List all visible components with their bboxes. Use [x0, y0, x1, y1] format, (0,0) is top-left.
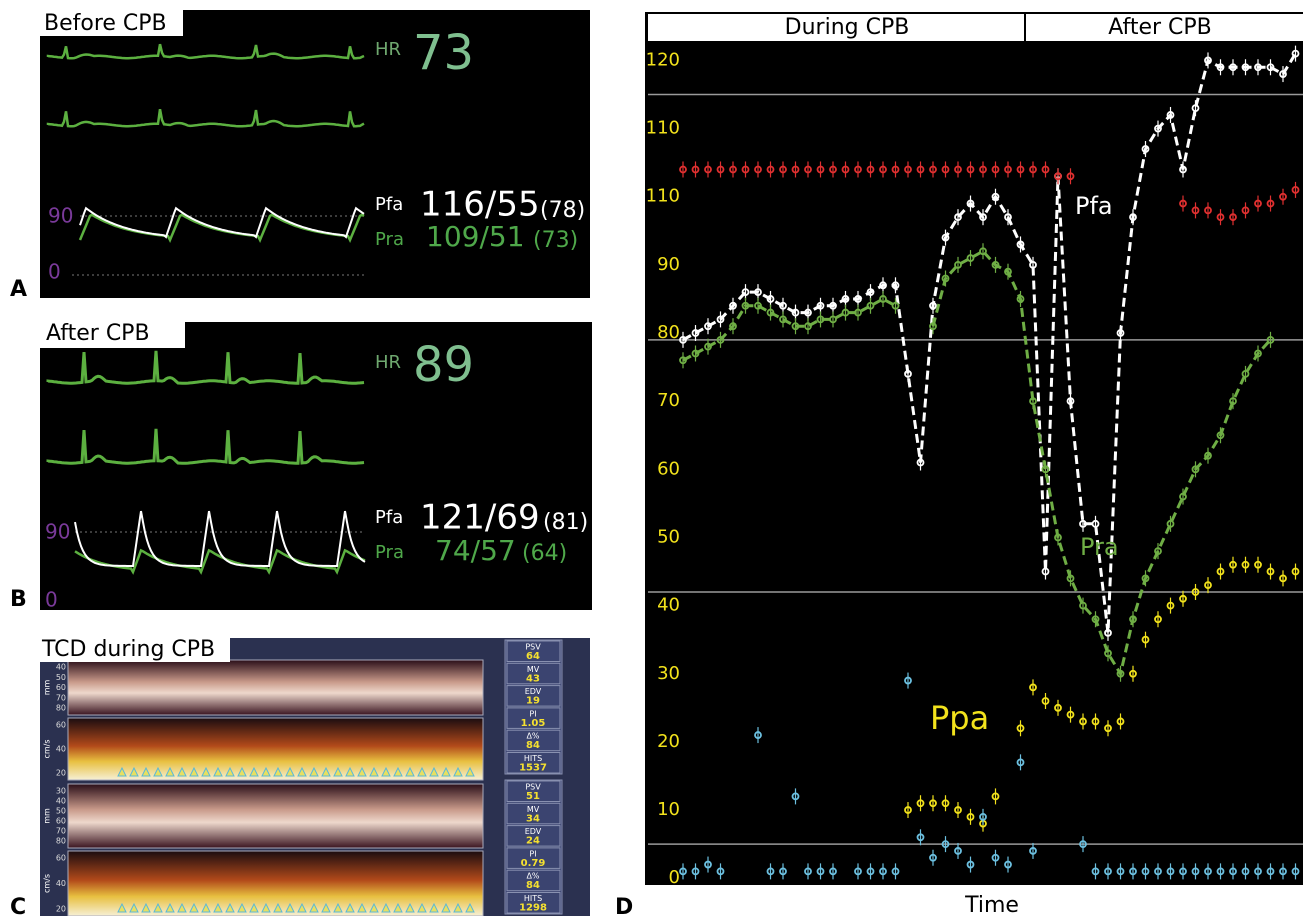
series-label: Pfa — [1075, 192, 1113, 220]
strip-tick-label: 20 — [56, 769, 66, 778]
y-tick-label: 90 — [657, 254, 680, 275]
strip-tick-label: 20 — [56, 905, 66, 914]
stats-value: 1.05 — [521, 718, 546, 729]
strip-tick-label: 40 — [56, 879, 66, 888]
y-tick-label: 80 — [657, 322, 680, 343]
stats-value: 84 — [526, 740, 540, 751]
strip-tick-label: 60 — [56, 854, 66, 863]
pra-label: Pra — [375, 542, 404, 563]
stats-value: 64 — [526, 651, 540, 662]
scale-top: 90 — [45, 520, 70, 544]
stats-value: 0.79 — [521, 858, 546, 869]
page: Before CPB HR 73 Pfa 116/55 (78) Pra 109… — [0, 0, 1303, 916]
stats-value: 43 — [526, 673, 540, 684]
header-label: During CPB — [785, 15, 910, 40]
stats-value: 34 — [526, 813, 540, 824]
strip-unit: cm/s — [43, 874, 52, 893]
panel-title: After CPB — [46, 321, 150, 346]
scale-top: 90 — [48, 204, 73, 228]
strip-unit: mm — [43, 680, 52, 696]
stats-value: 1537 — [519, 763, 547, 774]
panel-title: Before CPB — [44, 11, 167, 36]
panel-title: TCD during CPB — [41, 637, 215, 662]
strip-unit: mm — [43, 808, 52, 824]
y-tick-label: 20 — [657, 731, 680, 752]
strip-tick-label: 60 — [56, 817, 66, 826]
hr-label: HR — [375, 39, 401, 60]
strip-tick-label: 50 — [56, 673, 66, 682]
stats-value: 84 — [526, 880, 540, 891]
pra-label: Pra — [375, 229, 404, 250]
panel-label: C — [10, 895, 26, 916]
strip-tick-label: 70 — [56, 827, 66, 836]
y-tick-label: 110 — [646, 186, 680, 207]
hr-label: HR — [375, 352, 401, 373]
series-label: Ppa — [930, 699, 989, 737]
stats-value: 1298 — [519, 903, 547, 914]
strip-unit: cm/s — [43, 739, 52, 758]
scale-bottom: 0 — [45, 588, 58, 612]
strip-tick-label: 40 — [56, 663, 66, 672]
y-tick-label: 0 — [669, 867, 680, 888]
pra-value: 74/57 — [435, 534, 516, 567]
y-tick-label: 10 — [657, 799, 680, 820]
strip-tick-label: 80 — [56, 704, 66, 713]
y-tick-label: 120 — [646, 49, 680, 70]
header-label: After CPB — [1108, 15, 1212, 40]
hr-value: 73 — [413, 25, 474, 81]
x-axis-label: Time — [964, 893, 1019, 916]
spectrogram — [68, 660, 483, 715]
pfa-mean: (78) — [540, 198, 585, 223]
strip-tick-label: 60 — [56, 721, 66, 730]
spectrogram — [68, 784, 483, 848]
figure: Before CPB HR 73 Pfa 116/55 (78) Pra 109… — [0, 0, 1303, 916]
y-tick-label: 70 — [657, 390, 680, 411]
y-tick-label: 30 — [657, 663, 680, 684]
pfa-mean: (81) — [543, 510, 588, 535]
panel-label: A — [10, 277, 27, 302]
pfa-label: Pfa — [375, 507, 403, 528]
strip-tick-label: 70 — [56, 693, 66, 702]
pfa-value: 121/69 — [420, 498, 540, 538]
strip-tick-label: 60 — [56, 683, 66, 692]
stats-value: 19 — [526, 696, 540, 707]
pfa-label: Pfa — [375, 194, 403, 215]
stats-value: 51 — [526, 791, 540, 802]
scale-bottom: 0 — [48, 260, 61, 284]
strip-tick-label: 40 — [56, 745, 66, 754]
y-tick-label: 110 — [646, 118, 680, 139]
pra-value: 109/51 — [426, 220, 525, 253]
pra-mean: (64) — [522, 541, 567, 566]
pra-mean: (73) — [533, 228, 578, 253]
chart-area — [645, 12, 1303, 885]
series-label: Pra — [1080, 533, 1119, 561]
hr-value: 89 — [413, 337, 474, 393]
y-tick-label: 40 — [657, 595, 680, 616]
panel-label: D — [615, 895, 633, 916]
panel-label: B — [10, 587, 27, 612]
strip-tick-label: 80 — [56, 837, 66, 846]
strip-tick-label: 50 — [56, 807, 66, 816]
pfa-value: 116/55 — [420, 185, 540, 225]
strip-tick-label: 40 — [56, 797, 66, 806]
monitor-a — [40, 10, 590, 298]
strip-tick-label: 30 — [56, 787, 66, 796]
y-tick-label: 50 — [657, 526, 680, 547]
y-tick-label: 60 — [657, 458, 680, 479]
stats-value: 24 — [526, 836, 540, 847]
